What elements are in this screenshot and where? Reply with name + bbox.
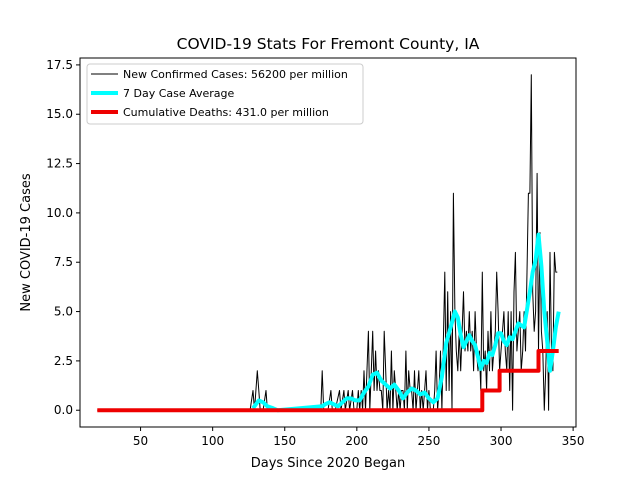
x-tick-label: 200 <box>345 434 368 448</box>
y-tick-label: 5.0 <box>54 305 73 319</box>
y-axis-ticks: 0.0 2.5 5.0 7.5 10.0 12.5 15.0 17.5 <box>46 58 80 417</box>
x-tick-label: 100 <box>201 434 224 448</box>
y-tick-label: 12.5 <box>46 157 73 171</box>
x-tick-label: 300 <box>490 434 513 448</box>
legend-label: 7 Day Case Average <box>123 87 235 100</box>
x-axis-ticks: 50 100 150 200 250 300 350 <box>133 427 585 448</box>
x-axis-label: Days Since 2020 Began <box>251 456 406 471</box>
y-tick-label: 2.5 <box>54 354 73 368</box>
y-tick-label: 10.0 <box>46 206 73 220</box>
axes-frame <box>79 57 577 428</box>
y-axis-label: New COVID-19 Cases <box>19 173 34 311</box>
y-tick-label: 0.0 <box>54 403 73 417</box>
legend-label: New Confirmed Cases: 56200 per million <box>123 68 348 81</box>
legend-label: Cumulative Deaths: 431.0 per million <box>123 106 329 119</box>
series-line-2 <box>97 349 559 413</box>
x-tick-label: 350 <box>562 434 585 448</box>
legend: New Confirmed Cases: 56200 per million 7 … <box>86 63 364 125</box>
y-tick-label: 7.5 <box>54 255 73 269</box>
x-tick-label: 50 <box>133 434 148 448</box>
series-layer <box>97 74 561 413</box>
y-tick-label: 17.5 <box>46 58 73 72</box>
chart-title: COVID-19 Stats For Fremont County, IA <box>177 35 480 53</box>
y-tick-label: 15.0 <box>46 107 73 121</box>
legend-box <box>86 63 364 125</box>
x-tick-label: 150 <box>273 434 296 448</box>
series-line-1 <box>251 232 561 413</box>
x-tick-label: 250 <box>417 434 440 448</box>
